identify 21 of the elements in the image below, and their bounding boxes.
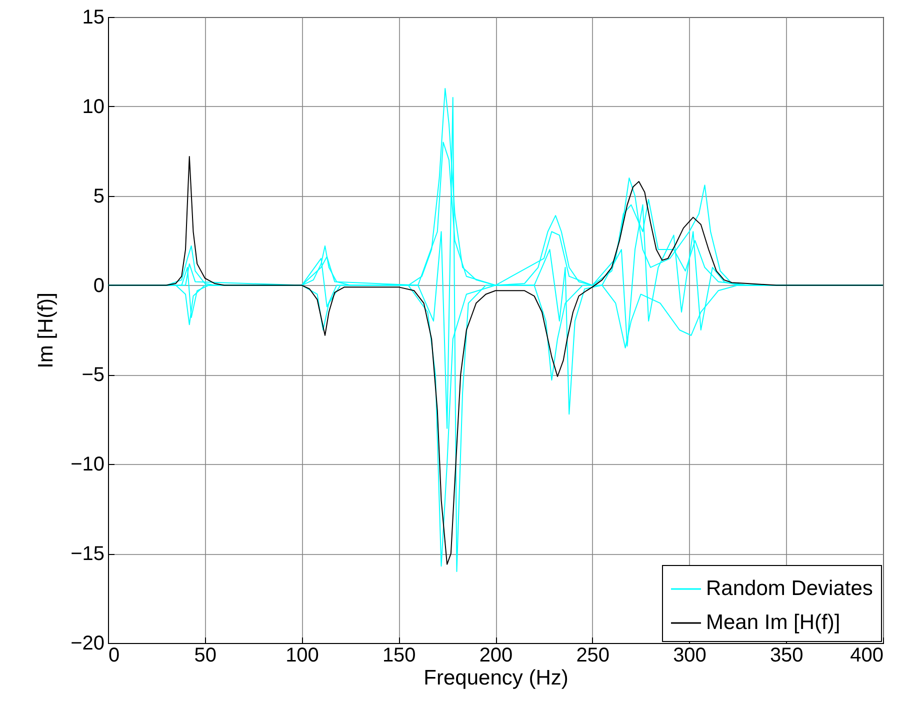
y-tick-label: −5 xyxy=(82,364,104,386)
y-tick-label: −20 xyxy=(70,632,104,654)
x-tick-label: 200 xyxy=(479,644,513,666)
x-tick-label: 350 xyxy=(770,644,804,666)
y-axis-title: Im [H(f)] xyxy=(34,292,58,368)
x-tick-label: 150 xyxy=(382,644,416,666)
x-tick-label: 400 xyxy=(850,644,884,666)
y-tick-label: 0 xyxy=(93,274,104,297)
y-tick-label: −10 xyxy=(70,454,104,476)
x-tick-label: 100 xyxy=(286,644,319,666)
legend-label: Mean Im [H(f)] xyxy=(706,611,840,634)
x-tick-label: 50 xyxy=(194,644,216,666)
x-tick-label: 0 xyxy=(108,644,120,666)
y-tick-label: −15 xyxy=(70,543,104,566)
x-axis-title: Frequency (Hz) xyxy=(424,666,568,690)
y-tick-label: 10 xyxy=(82,96,104,118)
legend-label: Random Deviates xyxy=(706,577,873,600)
y-tick-label: 5 xyxy=(93,185,104,208)
y-tick-label: 15 xyxy=(82,6,104,28)
x-tick-label: 300 xyxy=(673,644,706,666)
x-tick-label: 250 xyxy=(576,644,610,666)
